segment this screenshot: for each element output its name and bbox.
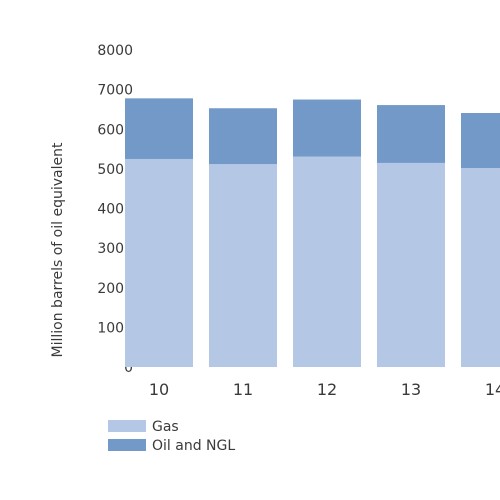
x-tick-label: 14 bbox=[485, 380, 500, 399]
y-tick-label: 2000 bbox=[97, 281, 133, 297]
y-tick-label: 4000 bbox=[97, 202, 133, 218]
y-tick-label: 1000 bbox=[97, 320, 133, 336]
legend: Gas Oil and NGL bbox=[108, 419, 235, 454]
bar-oil-ngl-14 bbox=[461, 113, 500, 169]
legend-swatch-oil-ngl bbox=[108, 439, 146, 451]
y-axis-label: Million barrels of oil equivalent bbox=[50, 142, 66, 357]
bars bbox=[125, 98, 500, 367]
bar-oil-ngl-13 bbox=[377, 105, 445, 163]
y-tick-label: 5000 bbox=[97, 162, 133, 178]
x-tick-label: 11 bbox=[233, 380, 253, 399]
bar-gas-13 bbox=[377, 162, 445, 367]
x-tick-label: 12 bbox=[317, 380, 337, 399]
y-tick-label: 0 bbox=[124, 360, 133, 376]
bar-oil-ngl-11 bbox=[209, 108, 277, 165]
x-axis-ticks: 10 11 12 13 14 bbox=[149, 380, 500, 399]
legend-swatch-gas bbox=[108, 420, 146, 432]
bar-gas-10 bbox=[125, 158, 193, 367]
bar-gas-12 bbox=[293, 156, 361, 367]
y-tick-label: 7000 bbox=[97, 83, 133, 99]
x-tick-label: 10 bbox=[149, 380, 169, 399]
y-axis-ticks: 0 1000 2000 3000 4000 5000 6000 7000 8000 bbox=[97, 43, 133, 376]
y-tick-label: 8000 bbox=[97, 43, 133, 59]
legend-label-gas: Gas bbox=[152, 419, 179, 435]
y-tick-label: 3000 bbox=[97, 241, 133, 257]
y-tick-label: 6000 bbox=[97, 122, 133, 138]
x-tick-label: 13 bbox=[401, 380, 421, 399]
bar-gas-11 bbox=[209, 164, 277, 367]
bar-gas-14 bbox=[461, 168, 500, 367]
legend-label-oil-ngl: Oil and NGL bbox=[152, 438, 235, 454]
bar-oil-ngl-12 bbox=[293, 99, 361, 157]
bar-oil-ngl-10 bbox=[125, 98, 193, 159]
